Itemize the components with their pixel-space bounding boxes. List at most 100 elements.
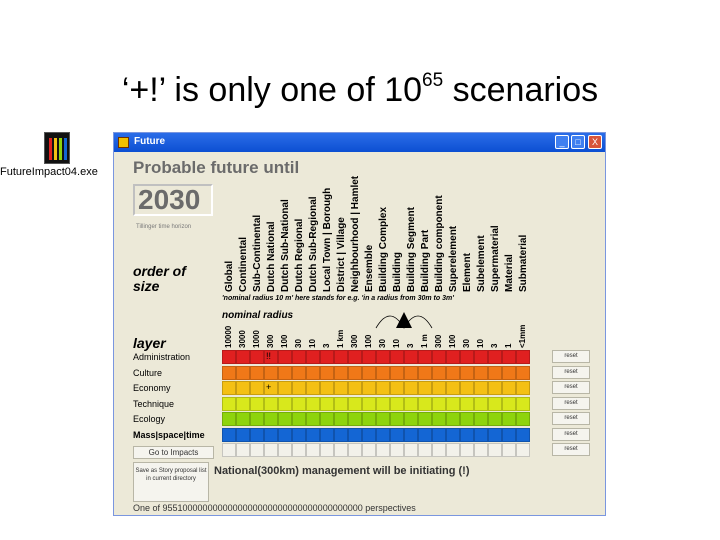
- grid-cell[interactable]: [306, 381, 320, 395]
- grid-cell[interactable]: [362, 412, 376, 426]
- grid-cell[interactable]: [250, 443, 264, 457]
- grid-cell[interactable]: [306, 443, 320, 457]
- reset-button[interactable]: reset: [552, 365, 590, 379]
- grid-cell[interactable]: [488, 427, 502, 442]
- grid-cell[interactable]: [474, 381, 488, 395]
- grid-cell[interactable]: [348, 396, 362, 411]
- grid-cell[interactable]: [404, 381, 418, 395]
- grid-cell[interactable]: [236, 381, 250, 395]
- grid-cell[interactable]: [250, 412, 264, 426]
- grid-cell[interactable]: [292, 412, 306, 426]
- grid-cell[interactable]: [362, 396, 376, 411]
- grid-cell[interactable]: [222, 443, 236, 457]
- grid-cell[interactable]: [446, 365, 460, 380]
- future-impact-app-icon[interactable]: [44, 132, 70, 164]
- grid-cell[interactable]: [222, 412, 236, 426]
- grid-cell[interactable]: [306, 412, 320, 426]
- grid-cell[interactable]: [250, 381, 264, 395]
- grid-cell[interactable]: [362, 427, 376, 442]
- grid-cell[interactable]: [348, 443, 362, 457]
- grid-cell[interactable]: [502, 412, 516, 426]
- grid-cell[interactable]: [264, 443, 278, 457]
- grid-cell[interactable]: [390, 381, 404, 395]
- grid-cell[interactable]: [348, 365, 362, 380]
- grid-cell[interactable]: [502, 443, 516, 457]
- grid-cell[interactable]: [502, 396, 516, 411]
- grid-cell[interactable]: [278, 412, 292, 426]
- minimize-button[interactable]: _: [555, 135, 569, 149]
- grid-cell[interactable]: [348, 412, 362, 426]
- grid-cell[interactable]: [278, 443, 292, 457]
- grid-cell[interactable]: [446, 396, 460, 411]
- grid-cell[interactable]: [488, 396, 502, 411]
- grid-cell[interactable]: [460, 427, 474, 442]
- grid-cell[interactable]: [250, 396, 264, 411]
- grid-cell[interactable]: [306, 350, 320, 364]
- grid-cell[interactable]: [264, 381, 278, 395]
- grid-cell[interactable]: [306, 427, 320, 442]
- grid-cell[interactable]: [418, 412, 432, 426]
- grid-cell[interactable]: [474, 427, 488, 442]
- grid-cell[interactable]: [516, 350, 530, 364]
- grid-cell[interactable]: [334, 443, 348, 457]
- reset-button[interactable]: reset: [552, 350, 590, 363]
- grid-cell[interactable]: [460, 412, 474, 426]
- grid-cell[interactable]: [222, 396, 236, 411]
- grid-cell[interactable]: [446, 381, 460, 395]
- grid-cell[interactable]: [432, 427, 446, 442]
- grid-cell[interactable]: [460, 365, 474, 380]
- grid-cell[interactable]: [418, 365, 432, 380]
- grid-cell[interactable]: [222, 381, 236, 395]
- grid-cell[interactable]: [320, 443, 334, 457]
- grid-cell[interactable]: [418, 427, 432, 442]
- grid-cell[interactable]: [488, 365, 502, 380]
- grid-cell[interactable]: [306, 365, 320, 380]
- grid-cell[interactable]: [292, 381, 306, 395]
- grid-cell[interactable]: [320, 381, 334, 395]
- close-button[interactable]: X: [588, 135, 602, 149]
- grid-cell[interactable]: [236, 350, 250, 364]
- goto-impacts-button[interactable]: Go to Impacts: [133, 446, 214, 459]
- grid-cell[interactable]: [390, 443, 404, 457]
- grid-cell[interactable]: [446, 412, 460, 426]
- maximize-button[interactable]: □: [571, 135, 585, 149]
- grid-cell[interactable]: [222, 427, 236, 442]
- grid-cell[interactable]: [432, 396, 446, 411]
- grid-cell[interactable]: [516, 427, 530, 442]
- grid-cell[interactable]: [320, 396, 334, 411]
- grid-cell[interactable]: [516, 365, 530, 380]
- grid-cell[interactable]: [334, 412, 348, 426]
- grid-cell[interactable]: [446, 350, 460, 364]
- grid-cell[interactable]: [334, 396, 348, 411]
- grid-cell[interactable]: [376, 396, 390, 411]
- grid-cell[interactable]: [488, 412, 502, 426]
- grid-cell[interactable]: [516, 381, 530, 395]
- reset-button[interactable]: reset: [552, 427, 590, 441]
- grid-cell[interactable]: [376, 365, 390, 380]
- grid-cell[interactable]: [236, 365, 250, 380]
- grid-cell[interactable]: [264, 427, 278, 442]
- grid-cell[interactable]: [292, 427, 306, 442]
- grid-cell[interactable]: [348, 427, 362, 442]
- grid-cell[interactable]: [376, 412, 390, 426]
- grid-cell[interactable]: [502, 427, 516, 442]
- grid-cell[interactable]: [390, 396, 404, 411]
- grid-cell[interactable]: [516, 396, 530, 411]
- grid-cell[interactable]: [264, 365, 278, 380]
- grid-cell[interactable]: [236, 427, 250, 442]
- grid-cell[interactable]: [460, 381, 474, 395]
- grid-cell[interactable]: [334, 365, 348, 380]
- grid-cell[interactable]: [222, 365, 236, 380]
- grid-cell[interactable]: [236, 443, 250, 457]
- grid-cell[interactable]: [516, 412, 530, 426]
- grid-cell[interactable]: [502, 381, 516, 395]
- grid-cell[interactable]: [362, 381, 376, 395]
- grid-cell[interactable]: [488, 350, 502, 364]
- grid-cell[interactable]: [236, 396, 250, 411]
- grid-cell[interactable]: [292, 350, 306, 364]
- grid-cell[interactable]: [418, 396, 432, 411]
- grid-cell[interactable]: [404, 350, 418, 364]
- grid-cell[interactable]: [474, 365, 488, 380]
- grid-cell[interactable]: [474, 396, 488, 411]
- grid-cell[interactable]: [264, 412, 278, 426]
